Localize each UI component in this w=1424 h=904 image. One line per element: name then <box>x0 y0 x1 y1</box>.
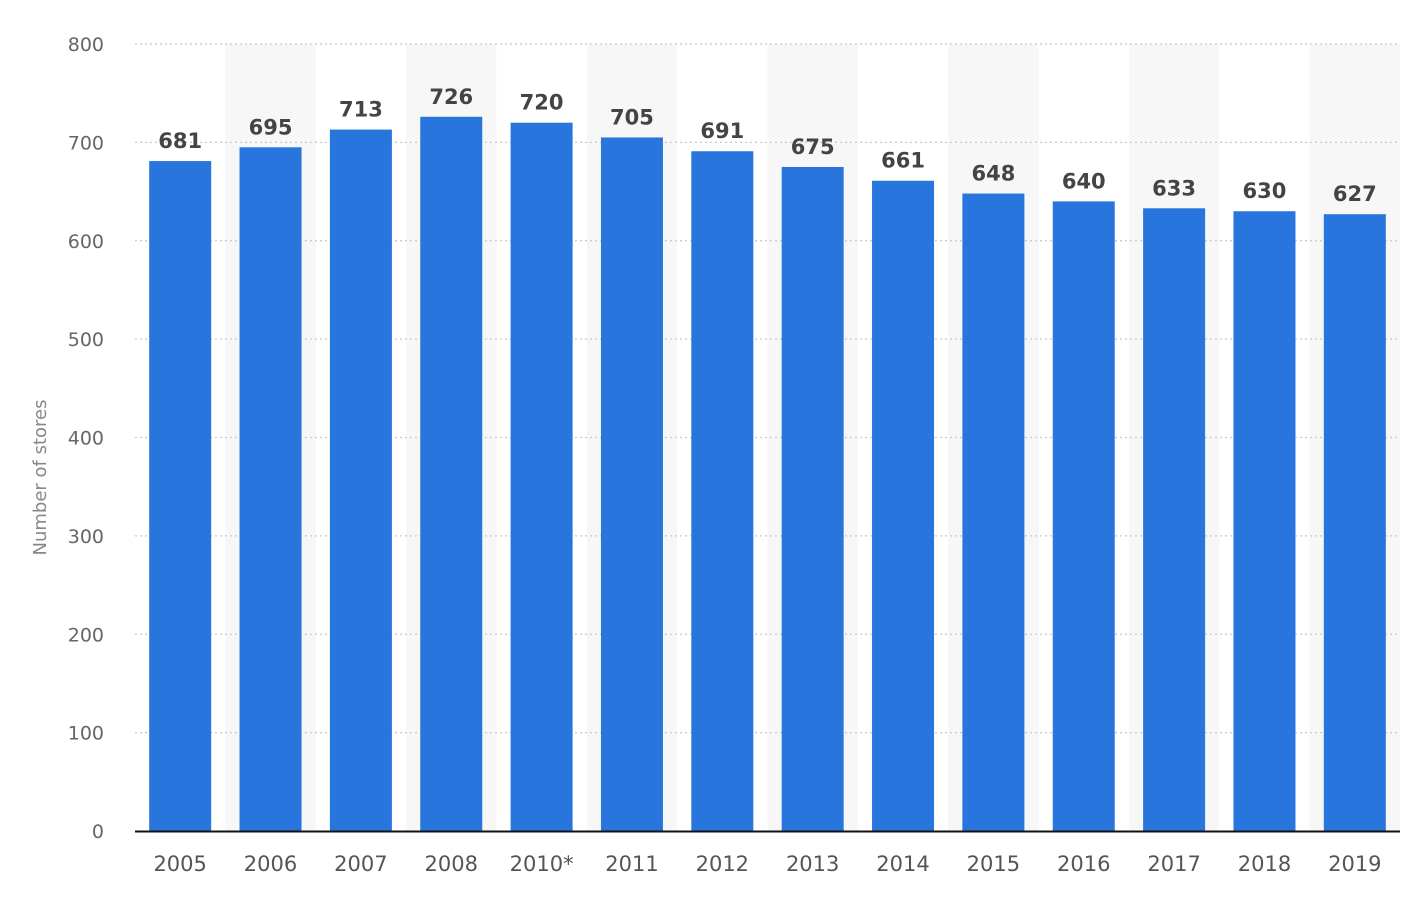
bar[interactable] <box>872 180 935 831</box>
value-label: 633 <box>1152 176 1196 200</box>
x-tick-label: 2006 <box>244 852 297 876</box>
value-label: 726 <box>429 85 473 109</box>
bar[interactable] <box>149 161 212 831</box>
value-label: 695 <box>249 115 293 139</box>
value-label: 661 <box>881 149 925 173</box>
value-label: 681 <box>158 129 202 153</box>
value-label: 630 <box>1243 179 1287 203</box>
y-tick-label: 100 <box>68 723 104 745</box>
bar[interactable] <box>600 137 663 832</box>
y-axis-ticks: 0 100 200 300 400 500 600 700 800 <box>68 34 104 843</box>
value-label: 705 <box>610 105 654 129</box>
bar[interactable] <box>1052 201 1115 831</box>
y-tick-label: 200 <box>68 624 104 646</box>
bar[interactable] <box>1233 211 1296 832</box>
y-tick-label: 300 <box>68 526 104 548</box>
bar[interactable] <box>781 166 844 831</box>
bars <box>149 116 1386 832</box>
x-tick-label: 2019 <box>1328 852 1381 876</box>
bar[interactable] <box>1143 208 1206 831</box>
x-tick-label: 2007 <box>334 852 387 876</box>
x-tick-label: 2013 <box>786 852 839 876</box>
x-tick-label: 2010* <box>510 852 574 876</box>
x-tick-label: 2005 <box>153 852 206 876</box>
value-labels: 681 695 713 726 720 705 691 675 661 648 640 633 630 6… <box>158 85 1376 206</box>
value-label: 675 <box>791 135 835 159</box>
y-tick-label: 400 <box>68 428 104 450</box>
x-tick-label: 2008 <box>425 852 478 876</box>
x-tick-label: 2011 <box>605 852 658 876</box>
value-label: 627 <box>1333 182 1377 206</box>
x-tick-label: 2017 <box>1147 852 1200 876</box>
x-tick-label: 2012 <box>696 852 749 876</box>
x-tick-label: 2016 <box>1057 852 1110 876</box>
y-tick-label: 0 <box>92 821 104 843</box>
bar[interactable] <box>329 129 392 831</box>
x-tick-label: 2015 <box>967 852 1020 876</box>
bar[interactable] <box>239 147 302 831</box>
bar[interactable] <box>420 116 483 832</box>
x-tick-label: 2014 <box>876 852 929 876</box>
y-tick-label: 800 <box>68 34 104 56</box>
value-label: 648 <box>971 162 1015 186</box>
value-label: 691 <box>700 119 744 143</box>
y-axis-title: Number of stores <box>30 399 51 555</box>
bar[interactable] <box>691 151 754 831</box>
bar[interactable] <box>1323 214 1386 832</box>
y-tick-label: 600 <box>68 231 104 253</box>
value-label: 720 <box>520 91 564 115</box>
y-tick-label: 700 <box>68 132 104 154</box>
x-axis-ticks: 2005 2006 2007 2008 2010* 2011 2012 2013 2014 201… <box>153 852 1381 876</box>
x-tick-label: 2018 <box>1238 852 1291 876</box>
bar[interactable] <box>510 122 573 831</box>
y-tick-label: 500 <box>68 329 104 351</box>
bar[interactable] <box>962 193 1025 831</box>
value-label: 713 <box>339 98 383 122</box>
value-label: 640 <box>1062 169 1106 193</box>
